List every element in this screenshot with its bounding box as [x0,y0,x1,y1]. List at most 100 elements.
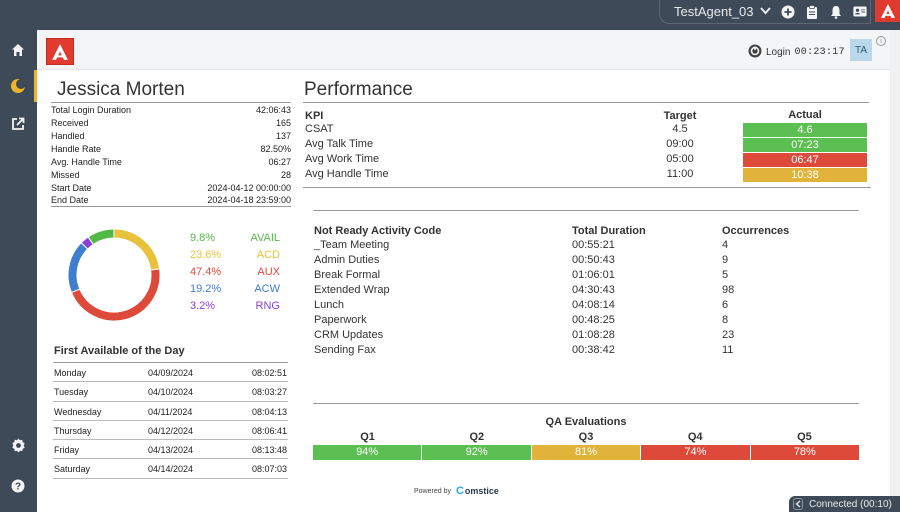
divider [313,403,859,404]
brand-logo-icon [875,0,900,22]
legend-label: RNG [255,299,280,312]
total-duration: 00:55:21 [572,239,615,251]
avatar[interactable]: TA [850,39,872,61]
login-time: 00:23:17 [794,47,845,58]
table-row: Saturday 04/14/2024 08:07:03 [53,459,288,479]
stat-value: 2024-04-18 23:59:00 [207,195,291,205]
stat-row: Handled 137 [51,129,291,142]
stat-value: 2024-04-12 00:00:00 [207,182,291,193]
kpi-target: 11:00 [666,168,694,180]
agent-name[interactable]: TestAgent_03 [674,4,754,19]
moon-icon[interactable] [9,77,27,95]
scrollbar[interactable] [890,30,900,512]
fa-time: 08:06:41 [251,425,287,436]
stat-row: Handle Rate 82.50% [51,142,291,155]
total-duration: 01:08:28 [572,329,615,341]
add-circle-icon[interactable] [781,5,795,19]
qa-score-bar: 92% [422,445,532,460]
stat-value: 42:06:43 [255,104,291,115]
login-label: Login [766,47,791,58]
info-icon[interactable]: i [876,36,886,46]
top-bar: TestAgent_03 [0,0,900,30]
stat-value: 165 [275,117,291,128]
activity-code: _Team Meeting [314,239,390,251]
table-row: Tuesday 04/10/2024 08:03:27 [53,382,288,402]
target-header: Target [663,110,697,122]
occurrences: 9 [722,254,729,266]
qa-headers: Q1 Q2 Q3 Q4 Q5 [313,431,859,443]
kpi-header: KPI [305,110,324,122]
login-timer: Login 00:23:17 [748,44,845,61]
qa-score-bar: 78% [750,445,860,460]
qa-label: Q3 [578,431,594,443]
actual-header: Actual [788,109,822,121]
kpi-name: CSAT [305,123,334,135]
occurrences: 23 [722,329,735,341]
settings-gear-icon[interactable] [9,436,27,454]
connection-status[interactable]: Connected (00:10) [789,496,900,512]
total-duration: 01:06:01 [572,269,615,281]
fa-date: 04/10/2024 [148,387,194,398]
legend-label: AVAIL [250,231,280,244]
stat-value: 28 [280,169,291,180]
stat-row: Total Login Duration 42:06:43 [51,103,291,116]
activity-code: Extended Wrap [314,284,390,296]
table-row: _Team Meeting 00:55:21 4 [313,238,859,253]
table-row: Admin Duties 00:50:43 9 [313,253,859,268]
table-row: Sending Fax 00:38:42 11 [313,343,859,358]
powered-by-label: Powered by [414,487,451,495]
stat-label: Received [51,117,89,128]
stat-label: Avg. Handle Time [51,156,122,167]
power-icon[interactable] [748,44,762,61]
table-row: Break Formal 01:06:01 5 [313,268,859,283]
chevron-down-icon[interactable] [759,6,771,18]
kpi-header-row: KPI Target Actual [303,109,869,122]
header-bar: Login 00:23:17 TA i [37,30,890,70]
fa-day: Wednesday [54,406,102,417]
first-available-title: First Available of the Day [54,345,185,357]
help-icon[interactable]: ? [9,477,27,495]
table-row: Wednesday 04/11/2024 08:04:13 [53,402,288,421]
active-indicator [34,70,37,102]
code-header: Not Ready Activity Code [314,225,442,237]
activity-code: Admin Duties [314,254,380,266]
duration-header: Total Duration [572,225,646,237]
not-ready-header-row: Not Ready Activity Code Total Duration O… [313,224,859,238]
total-duration: 04:30:43 [572,284,615,296]
agent-name-title: Jessica Morten [57,79,185,100]
kpi-row: Avg Work Time 05:00 06:47 [303,152,869,167]
occurrences: 8 [722,314,729,326]
qa-score-bar: 81% [531,445,642,460]
fa-time: 08:04:13 [251,406,287,417]
chevron-left-icon[interactable] [793,498,803,510]
qa-title: QA Evaluations [545,416,627,428]
contact-card-icon[interactable] [852,5,867,19]
kpi-actual-badge: 07:23 [743,138,867,152]
stat-row: Avg. Handle Time 06:27 [51,155,291,168]
kpi-name: Avg Handle Time [305,168,389,180]
legend-pct: 23.6% [190,248,222,261]
fa-day: Thursday [54,425,92,436]
stat-value: 82.50% [260,143,291,154]
legend-item: 23.6% ACD [190,246,280,263]
donut-slice-acd [113,228,161,271]
bell-icon[interactable] [829,5,843,19]
home-icon[interactable] [9,41,27,59]
fa-date: 04/12/2024 [148,425,194,436]
external-link-icon[interactable] [9,115,27,133]
clipboard-icon[interactable] [805,4,819,19]
legend-label: ACW [254,282,280,295]
divider [303,102,869,103]
legend-item: 47.4% AUX [190,263,280,280]
agent-selector[interactable]: TestAgent_03 [659,0,871,24]
legend-item: 9.8% AVAIL [190,229,280,246]
qa-score-bar: 94% [313,445,423,460]
activity-code: Sending Fax [314,344,376,356]
fa-date: 04/13/2024 [148,445,194,456]
stat-row: Start Date 2024-04-12 00:00:00 [51,181,291,194]
table-row: Thursday 04/12/2024 08:06:41 [53,421,288,441]
agent-stats-table: Total Login Duration 42:06:43 Received 165 H… [51,102,291,207]
legend-pct: 47.4% [190,265,222,278]
